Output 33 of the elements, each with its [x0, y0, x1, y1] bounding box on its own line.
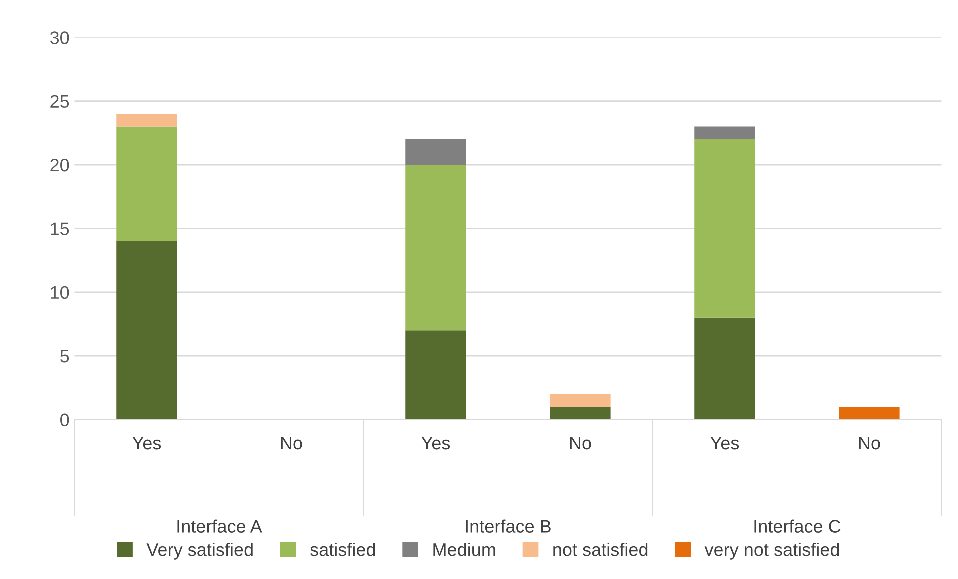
- y-tick-label: 25: [50, 95, 70, 108]
- x-tick-label: Yes: [132, 437, 162, 450]
- x-tick-label: No: [281, 437, 302, 450]
- bar: [116, 114, 178, 127]
- y-tick-label: 15: [51, 222, 70, 236]
- x-tick-label: Yes: [710, 437, 740, 450]
- bar: [116, 126, 178, 242]
- x-tick-label: Yes: [422, 437, 450, 450]
- bar: [694, 318, 756, 420]
- bar: [406, 165, 466, 331]
- legend-label: very not satisfied: [704, 543, 840, 560]
- y-tick-label: 20: [50, 158, 70, 172]
- legend-label: not satisfied: [554, 543, 648, 556]
- x-tick-label: No: [859, 437, 880, 450]
- bar: [116, 241, 178, 420]
- y-tick-label: 0: [60, 414, 70, 426]
- bar: [550, 407, 611, 420]
- bar: [694, 140, 756, 318]
- x-tick-label: No: [570, 437, 592, 450]
- bar: [406, 140, 466, 166]
- text: Interface C: [754, 520, 841, 533]
- y-tick-label: 10: [51, 286, 70, 300]
- legend-label: Medium: [434, 543, 496, 556]
- bar: [550, 394, 611, 408]
- y-tick-label: 30: [50, 32, 70, 44]
- y-tick-label: 5: [60, 350, 70, 363]
- bar: [839, 407, 900, 420]
- text: Interface A: [178, 520, 262, 533]
- bar: [406, 330, 466, 420]
- legend-label: Very satisfied: [146, 543, 253, 560]
- text: Interface B: [466, 520, 551, 533]
- legend-label: satisfied: [310, 543, 376, 556]
- bar: [694, 126, 756, 140]
